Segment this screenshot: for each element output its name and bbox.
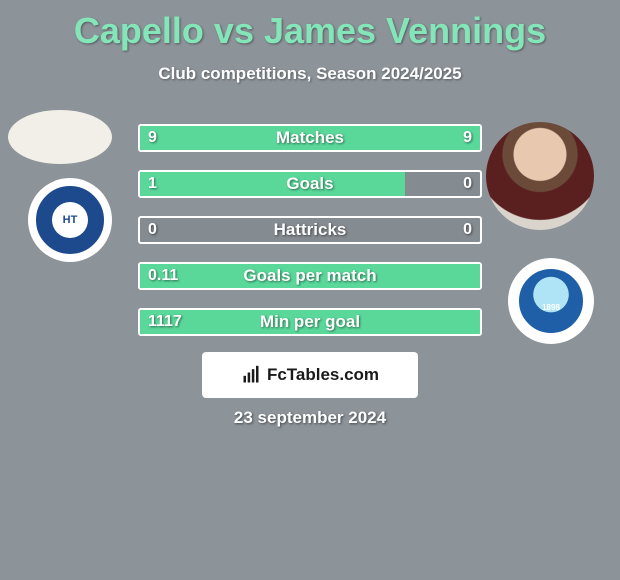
comparison-title: Capello vs James Vennings	[0, 0, 620, 52]
player-photo-right	[486, 122, 594, 230]
stat-row: 0.11Goals per match	[138, 256, 482, 296]
player-photo-left	[8, 110, 112, 164]
stat-label: Matches	[138, 118, 482, 158]
comparison-subtitle: Club competitions, Season 2024/2025	[0, 64, 620, 84]
club-badge-left: HT	[28, 178, 112, 262]
stat-row: 00Hattricks	[138, 210, 482, 250]
stat-row: 99Matches	[138, 118, 482, 158]
stat-label: Goals	[138, 164, 482, 204]
comparison-chart: 99Matches 10Goals 00Hattricks 0.11Goals per…	[138, 118, 482, 348]
club-badge-left-text: HT	[63, 214, 78, 226]
stat-row: 10Goals	[138, 164, 482, 204]
stat-label: Hattricks	[138, 210, 482, 250]
club-badge-right: 1898	[508, 258, 594, 344]
comparison-date: 23 september 2024	[0, 408, 620, 428]
brand-box: FcTables.com	[202, 352, 418, 398]
stat-label: Goals per match	[138, 256, 482, 296]
brand-text: FcTables.com	[267, 365, 379, 385]
chart-icon	[241, 365, 261, 385]
stat-row: 1117Min per goal	[138, 302, 482, 342]
stat-label: Min per goal	[138, 302, 482, 342]
club-badge-right-year: 1898	[519, 303, 583, 312]
